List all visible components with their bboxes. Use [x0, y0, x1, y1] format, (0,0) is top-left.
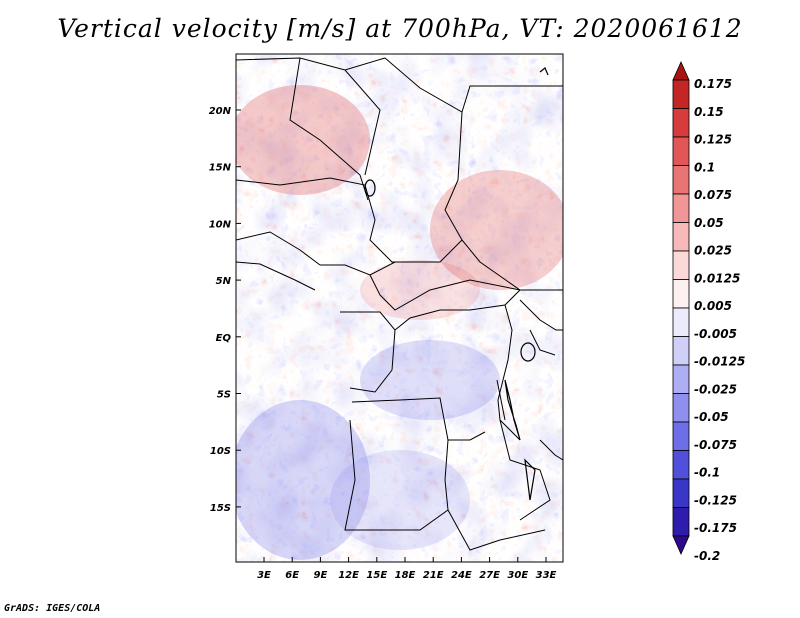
colorbar-label: 0.1: [694, 160, 715, 174]
colorbar: 0.175 0.15 0.125 0.1 0.075 0.05 0.025 0.0125 0.0…: [672, 61, 745, 563]
lat-label: 15N: [209, 163, 232, 174]
colorbar-swatch: [672, 364, 690, 394]
colorbar-label: -0.005: [694, 327, 737, 341]
colorbar-label: 0.175: [694, 77, 732, 91]
colorbar-swatch: [672, 307, 690, 337]
map-frame: [235, 53, 564, 563]
credit-label: GrADS: IGES/COLA: [4, 603, 101, 614]
colorbar-label: -0.05: [694, 410, 729, 424]
chart-title: Vertical velocity [m/s] at 700hPa, VT: 2…: [57, 14, 743, 43]
lat-label: 5N: [216, 276, 232, 287]
lon-label: 15E: [366, 570, 387, 581]
colorbar-label: 0.15: [694, 105, 724, 119]
lon-label: 30E: [507, 570, 528, 581]
lat-label: 10N: [209, 219, 232, 230]
colorbar-label: -0.2: [694, 549, 720, 563]
colorbar-swatch: [672, 250, 690, 280]
colorbar-swatch: [672, 79, 690, 109]
colorbar-arrow-top: [672, 61, 690, 81]
colorbar-label: -0.0125: [694, 355, 745, 369]
lon-label: 6E: [285, 570, 299, 581]
colorbar-label: -0.025: [694, 382, 737, 396]
colorbar-arrow-bottom: [672, 535, 690, 555]
lon-label: 12E: [338, 570, 359, 581]
lon-label: 21E: [423, 570, 444, 581]
lat-label: 15S: [210, 503, 231, 514]
lon-label: 3E: [257, 570, 271, 581]
colorbar-swatch: [672, 421, 690, 451]
lon-label: 18E: [395, 570, 416, 581]
colorbar-label: 0.025: [694, 244, 732, 258]
colorbar-label: 0.075: [694, 188, 732, 202]
lat-label: 10S: [210, 446, 231, 457]
longitude-axis: 3E 6E 9E 12E 15E 18E 21E 24E 27E 30E 33E: [257, 557, 557, 581]
colorbar-label: 0.05: [694, 216, 724, 230]
latitude-axis: 20N 15N 10N 5N EQ 5S 10S 15S: [209, 106, 241, 514]
colorbar-swatch: [672, 393, 690, 423]
colorbar-swatch: [672, 450, 690, 480]
colorbar-label: 0.0125: [694, 271, 740, 285]
colorbar-label: -0.075: [694, 438, 737, 452]
colorbar-swatch: [672, 108, 690, 138]
lon-label: 27E: [479, 570, 500, 581]
colorbar-swatch: [672, 279, 690, 309]
colorbar-swatch: [672, 193, 690, 223]
colorbar-label: 0.125: [694, 133, 732, 147]
colorbar-label: -0.1: [694, 466, 720, 480]
colorbar-swatch: [672, 478, 690, 508]
lakes: [364, 67, 549, 501]
colorbar-swatch: [672, 507, 690, 537]
colorbar-label: 0.005: [694, 299, 732, 313]
lat-label: EQ: [216, 333, 232, 344]
colorbar-swatch: [672, 222, 690, 252]
velocity-field: [236, 54, 563, 562]
lat-label: 20N: [209, 106, 232, 117]
country-borders: [236, 57, 563, 551]
lon-label: 33E: [536, 570, 557, 581]
colorbar-label: -0.175: [694, 521, 737, 535]
lat-label: 5S: [217, 390, 231, 401]
colorbar-swatch: [672, 336, 690, 366]
lon-label: 9E: [314, 570, 328, 581]
colorbar-swatch: [672, 136, 690, 166]
colorbar-swatch: [672, 165, 690, 195]
lon-label: 24E: [451, 570, 472, 581]
colorbar-label: -0.125: [694, 493, 737, 507]
